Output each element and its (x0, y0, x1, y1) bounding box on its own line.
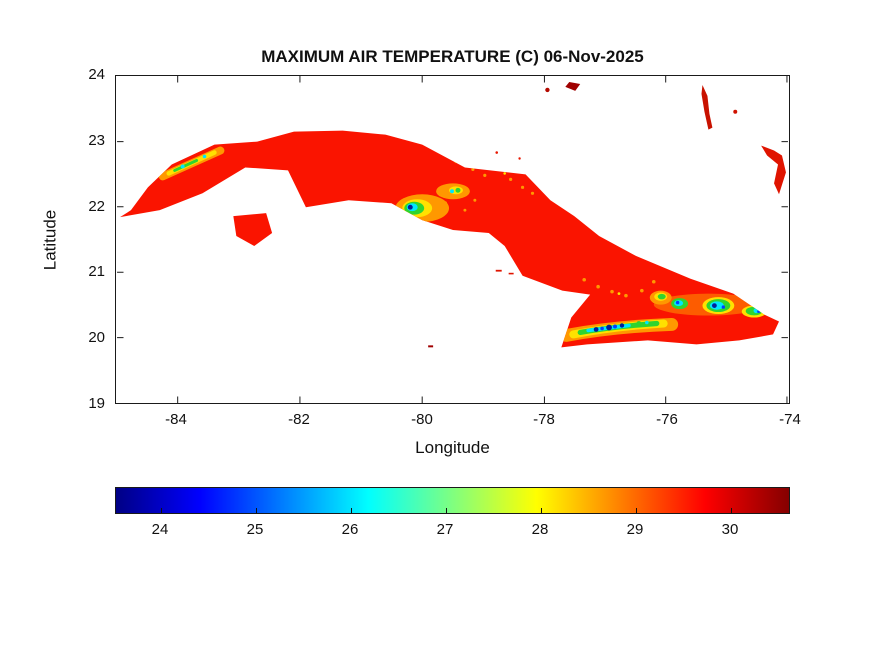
colorbar-tick-mark (541, 508, 542, 513)
cuba-landmass (120, 130, 780, 348)
cuba-temperature-map (117, 76, 788, 403)
x-tick-label: -82 (288, 411, 310, 428)
colorbar-tick-mark (351, 508, 352, 513)
colorbar-tick-label: 26 (341, 521, 359, 538)
y-tick-label: 20 (88, 329, 105, 346)
x-tick-label: -74 (779, 411, 801, 428)
y-tick-label: 21 (88, 263, 105, 280)
colorbar-tick-label: 24 (151, 521, 169, 538)
y-tick-label: 22 (88, 198, 105, 215)
y-tick-label: 24 (88, 66, 105, 83)
colorbar-tick-mark (446, 508, 447, 513)
plot-area (115, 75, 790, 404)
colorbar-tick-mark (256, 508, 257, 513)
colorbar (115, 487, 790, 514)
x-tick-label: -76 (656, 411, 678, 428)
y-tick-label: 23 (88, 132, 105, 149)
colorbar-tick-label: 25 (246, 521, 264, 538)
colorbar-tick-label: 29 (626, 521, 644, 538)
x-axis-label: Longitude (415, 438, 490, 457)
x-tick-label: -78 (533, 411, 555, 428)
x-tick-label: -80 (411, 411, 433, 428)
y-axis-label: Latitude (40, 209, 59, 270)
y-tick-label: 19 (88, 395, 105, 412)
colorbar-tick-label: 30 (721, 521, 739, 538)
x-tick-label: -84 (165, 411, 187, 428)
colorbar-tick-mark (731, 508, 732, 513)
colorbar-tick-label: 27 (436, 521, 454, 538)
colorbar-tick-mark (161, 508, 162, 513)
neighboring-islands (428, 81, 786, 348)
colorbar-tick-mark (636, 508, 637, 513)
chart-title: MAXIMUM AIR TEMPERATURE (C) 06-Nov-2025 (261, 47, 644, 66)
axis-tick-marks (117, 76, 788, 403)
isla-de-la-juventud (233, 213, 273, 246)
colorbar-tick-label: 28 (531, 521, 549, 538)
